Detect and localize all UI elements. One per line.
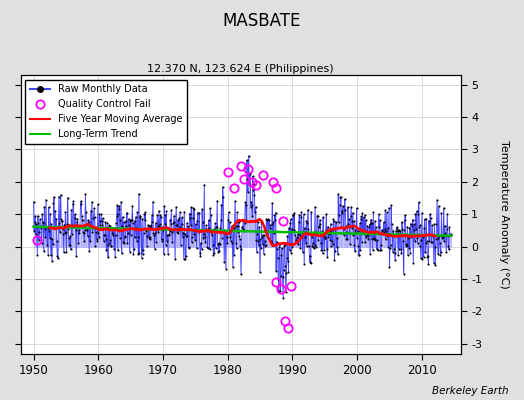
Y-axis label: Temperature Anomaly (°C): Temperature Anomaly (°C) xyxy=(499,140,509,288)
Text: MASBATE: MASBATE xyxy=(223,12,301,30)
Title: 12.370 N, 123.624 E (Philippines): 12.370 N, 123.624 E (Philippines) xyxy=(147,64,334,74)
Legend: Raw Monthly Data, Quality Control Fail, Five Year Moving Average, Long-Term Tren: Raw Monthly Data, Quality Control Fail, … xyxy=(26,80,187,144)
Text: Berkeley Earth: Berkeley Earth xyxy=(432,386,508,396)
